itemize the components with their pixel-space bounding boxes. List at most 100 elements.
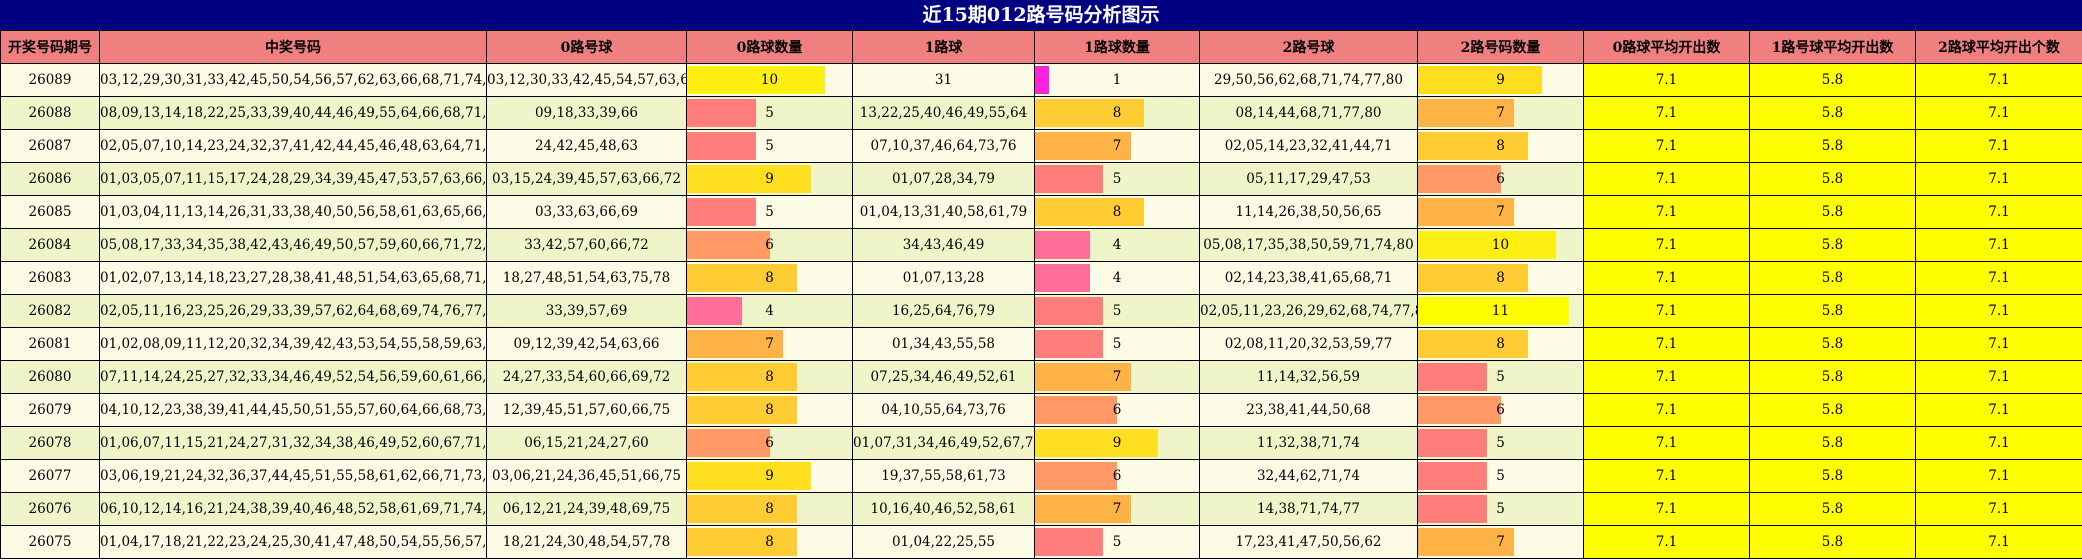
- route0-average-cell: 7.1: [1583, 525, 1750, 559]
- period-cell: 26086: [0, 162, 100, 196]
- route0-count-cell-bar: [687, 462, 811, 490]
- route0-average-cell: 7.1: [1583, 294, 1750, 328]
- winning-numbers-cell: 03,12,29,30,31,33,42,45,50,54,56,57,62,6…: [99, 63, 487, 97]
- winning-numbers-cell: 01,06,07,11,15,21,24,27,31,32,34,38,46,4…: [99, 426, 487, 460]
- winning-numbers-cell: 07,11,14,24,25,27,32,33,34,46,49,52,54,5…: [99, 360, 487, 394]
- route2-balls-cell: 02,14,23,38,41,65,68,71: [1199, 261, 1418, 295]
- route0-count-cell-label: 7: [765, 336, 774, 352]
- period-cell: 26079: [0, 393, 100, 427]
- route1-count-cell: 6: [1034, 393, 1200, 427]
- route1-count-cell-bar: [1035, 495, 1131, 523]
- route0-count-cell-bar: [687, 528, 797, 556]
- table-row: 26086 01,03,05,07,11,15,17,24,28,29,34,39…: [0, 162, 2082, 196]
- route1-balls-cell: 01,04,22,25,55: [852, 525, 1035, 559]
- route0-average-cell: 7.1: [1583, 459, 1750, 493]
- route0-balls-cell: 03,15,24,39,45,57,63,66,72: [486, 162, 687, 196]
- route0-count-cell: 6: [686, 228, 853, 262]
- route2-count-cell-bar: [1418, 462, 1487, 490]
- route0-count-cell-bar: [687, 396, 797, 424]
- route1-count-cell-label: 9: [1112, 435, 1122, 451]
- route2-balls-cell: 02,08,11,20,32,53,59,77: [1199, 327, 1418, 361]
- analysis-table: 开奖号码期号 中奖号码 0路号球 0路球数量 1路球 1路球数量 2路号球 2路…: [0, 30, 2082, 559]
- route0-count-cell-label: 6: [765, 237, 774, 253]
- route0-count-cell-label: 8: [765, 501, 774, 517]
- route2-average-cell: 7.1: [1915, 327, 2082, 361]
- route2-balls-cell: 05,08,17,35,38,50,59,71,74,80: [1199, 228, 1418, 262]
- table-row: 26078 01,06,07,11,15,21,24,27,31,32,34,38…: [0, 426, 2082, 460]
- route1-balls-cell: 01,04,13,31,40,58,61,79: [852, 195, 1035, 229]
- route0-count-cell-bar: [687, 429, 770, 457]
- route0-balls-cell: 03,33,63,66,69: [486, 195, 687, 229]
- route0-count-cell-label: 4: [765, 303, 774, 319]
- route2-count-cell: 5: [1417, 459, 1584, 493]
- winning-numbers-cell: 04,10,12,23,38,39,41,44,45,50,51,55,57,6…: [99, 393, 487, 427]
- period-cell: 26084: [0, 228, 100, 262]
- route0-count-cell-bar: [687, 330, 784, 358]
- route2-balls-cell: 23,38,41,44,50,68: [1199, 393, 1418, 427]
- route2-count-cell: 5: [1417, 360, 1584, 394]
- winning-numbers-cell: 01,03,04,11,13,14,26,31,33,38,40,50,56,5…: [99, 195, 487, 229]
- period-cell: 26085: [0, 195, 100, 229]
- route0-balls-cell: 33,42,57,60,66,72: [486, 228, 687, 262]
- col-header-route0-count: 0路球数量: [686, 30, 853, 64]
- route2-count-cell-bar: [1418, 165, 1501, 193]
- route2-count-cell-bar: [1418, 66, 1542, 94]
- route2-average-cell: 7.1: [1915, 525, 2082, 559]
- route0-balls-cell: 06,15,21,24,27,60: [486, 426, 687, 460]
- winning-numbers-cell: 03,06,19,21,24,32,36,37,44,45,51,55,58,6…: [99, 459, 487, 493]
- route1-balls-cell: 31: [852, 63, 1035, 97]
- period-cell: 26087: [0, 129, 100, 163]
- route1-count-cell: 8: [1034, 195, 1200, 229]
- route2-count-cell: 6: [1417, 162, 1584, 196]
- route0-balls-cell: 12,39,45,51,57,60,66,75: [486, 393, 687, 427]
- route1-count-cell: 5: [1034, 525, 1200, 559]
- route0-count-cell-bar: [687, 99, 756, 127]
- route2-count-cell-bar: [1418, 495, 1487, 523]
- period-cell: 26077: [0, 459, 100, 493]
- col-header-route1-balls: 1路球: [852, 30, 1035, 64]
- route1-count-cell-label: 5: [1112, 303, 1122, 319]
- route1-count-cell: 1: [1034, 63, 1200, 97]
- route1-count-cell-bar: [1035, 396, 1117, 424]
- route1-average-cell: 5.8: [1749, 96, 1916, 130]
- route0-balls-cell: 03,06,21,24,36,45,51,66,75: [486, 459, 687, 493]
- route2-count-cell: 5: [1417, 426, 1584, 460]
- route1-count-cell: 7: [1034, 360, 1200, 394]
- route2-average-cell: 7.1: [1915, 162, 2082, 196]
- route0-average-cell: 7.1: [1583, 63, 1750, 97]
- route0-balls-cell: 09,18,33,39,66: [486, 96, 687, 130]
- route0-balls-cell: 03,12,30,33,42,45,54,57,63,66: [486, 63, 687, 97]
- route0-count-cell-bar: [687, 165, 811, 193]
- route1-average-cell: 5.8: [1749, 294, 1916, 328]
- route1-average-cell: 5.8: [1749, 195, 1916, 229]
- route1-count-cell: 4: [1034, 261, 1200, 295]
- route1-count-cell-bar: [1035, 264, 1090, 292]
- route0-count-cell: 8: [686, 393, 853, 427]
- route1-balls-cell: 13,22,25,40,46,49,55,64: [852, 96, 1035, 130]
- route2-balls-cell: 14,38,71,74,77: [1199, 492, 1418, 526]
- route2-average-cell: 7.1: [1915, 393, 2082, 427]
- route1-count-cell: 4: [1034, 228, 1200, 262]
- period-cell: 26089: [0, 63, 100, 97]
- route0-count-cell: 9: [686, 162, 853, 196]
- period-cell: 26083: [0, 261, 100, 295]
- route1-balls-cell: 34,43,46,49: [852, 228, 1035, 262]
- route0-count-cell-bar: [687, 297, 742, 325]
- table-row: 26080 07,11,14,24,25,27,32,33,34,46,49,52…: [0, 360, 2082, 394]
- route1-count-cell: 5: [1034, 162, 1200, 196]
- route0-count-cell-bar: [687, 198, 756, 226]
- route2-count-cell-bar: [1418, 429, 1487, 457]
- route0-balls-cell: 18,21,24,30,48,54,57,78: [486, 525, 687, 559]
- route1-balls-cell: 07,25,34,46,49,52,61: [852, 360, 1035, 394]
- col-header-route2-average: 2路球平均开出个数: [1915, 30, 2082, 64]
- route1-average-cell: 5.8: [1749, 525, 1916, 559]
- route0-count-cell: 7: [686, 327, 853, 361]
- route0-count-cell-bar: [687, 66, 825, 94]
- route2-count-cell-bar: [1418, 264, 1528, 292]
- route0-count-cell-label: 8: [765, 402, 774, 418]
- route1-count-cell-bar: [1035, 132, 1131, 160]
- route1-count-cell-label: 5: [1112, 336, 1122, 352]
- route2-count-cell-label: 5: [1496, 468, 1505, 484]
- route0-count-cell: 5: [686, 129, 853, 163]
- table-row: 26076 06,10,12,14,16,21,24,38,39,40,46,48…: [0, 492, 2082, 526]
